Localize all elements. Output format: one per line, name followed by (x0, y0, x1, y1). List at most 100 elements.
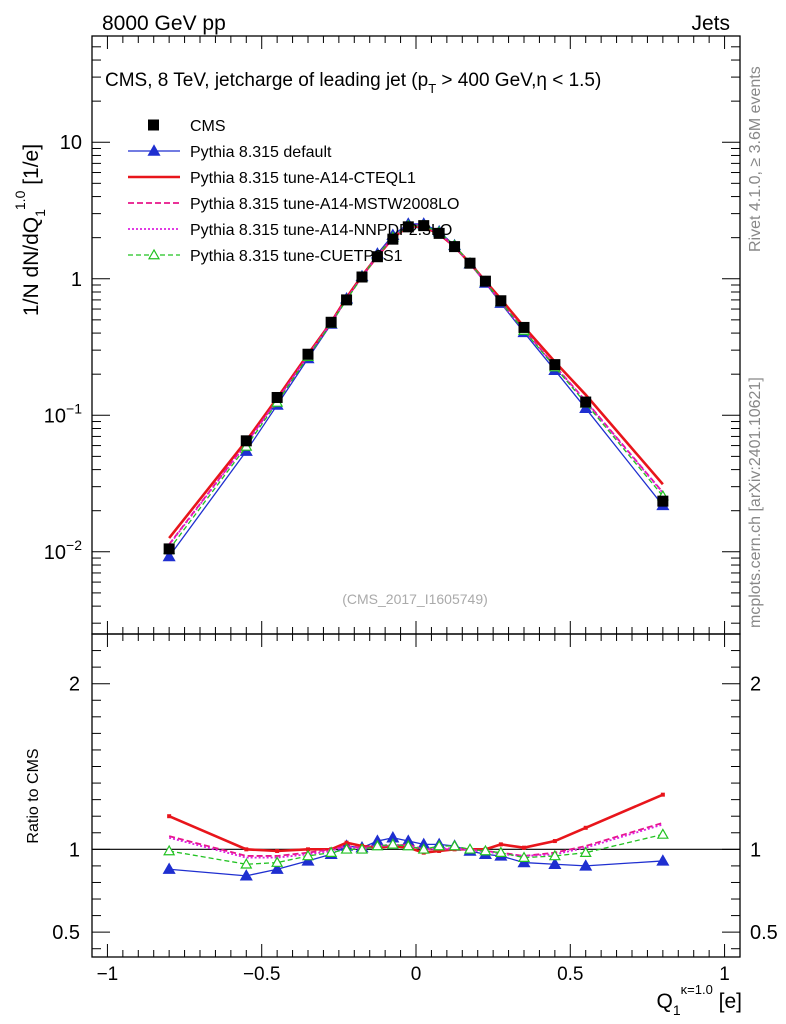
ratio-tick-label-right: 1 (750, 839, 761, 861)
analysis-id: (CMS_2017_I1605749) (342, 591, 488, 607)
data-point (479, 275, 491, 287)
axis-ticks (92, 35, 740, 957)
ratio-line-1 (168, 793, 664, 854)
ratio-point-4 (325, 846, 338, 857)
ratio-tick-label: 1 (69, 839, 80, 861)
legend-label: Pythia 8.315 default (190, 144, 332, 161)
ratio-axis-label: Ratio to CMS (25, 748, 42, 843)
legend-label: Pythia 8.315 tune-A14-MSTW2008LO (190, 196, 459, 213)
data-point (549, 359, 561, 371)
series-point-0 (579, 401, 593, 414)
ratio-point-0 (656, 854, 670, 866)
data-point (657, 495, 669, 507)
legend-label: Pythia 8.315 tune-A14-CTEQL1 (190, 170, 416, 187)
x-tick-label: 0 (411, 964, 422, 985)
ratio-point-1 (306, 847, 310, 852)
ratio-point-1 (244, 847, 249, 852)
data-point (371, 251, 383, 263)
y-tick-label: 10−2 (44, 537, 82, 564)
ratio-tick-label-right: 0.5 (750, 922, 778, 944)
ratio-point-4 (479, 844, 492, 856)
ratio-point-4 (371, 839, 384, 851)
ratio-point-4 (163, 844, 176, 856)
data-point (387, 233, 399, 245)
ratio-point-0 (239, 869, 253, 881)
ratio-point-4 (463, 843, 477, 854)
ratio-tick-label-right: 2 (750, 674, 761, 696)
y-axis-label: 1/N dN/dQ11.0 [1/e] (12, 144, 48, 316)
ratio-point-1 (522, 845, 526, 850)
data-point (464, 257, 476, 269)
ratio-point-4 (517, 851, 531, 862)
data-point (449, 241, 461, 253)
legend-label: CMS (190, 118, 226, 135)
ratio-point-0 (162, 862, 176, 874)
data-point (433, 227, 445, 239)
ratio-point-4 (417, 843, 430, 854)
data-point (240, 435, 252, 447)
ratio-point-1 (660, 792, 665, 797)
ratio-point-4 (579, 846, 592, 857)
legend-label: Pythia 8.315 tune-A14-NNPDF2.3LO (190, 222, 452, 239)
x-axis-label: Q1κ=1.0 [e] (657, 982, 743, 1018)
cms-data-points (163, 220, 669, 555)
legend-marker (147, 248, 161, 260)
ratio-point-4 (548, 849, 561, 861)
data-point (163, 543, 175, 555)
ratio-point-0 (548, 857, 562, 869)
y-tick-label: 1 (71, 269, 82, 291)
ratio-point-4 (494, 846, 507, 857)
ratio-point-4 (448, 839, 461, 851)
ratio-panel-frame (91, 633, 741, 958)
ratio-tick-label: 2 (69, 674, 80, 696)
energy-label: 8000 GeV pp (102, 12, 226, 35)
x-tick-label: 0.5 (557, 964, 583, 985)
legend-label: Pythia 8.315 tune-CUETP8S1 (190, 248, 403, 265)
ratio-point-4 (271, 856, 284, 867)
data-point (402, 221, 414, 233)
ratio-point-0 (579, 859, 593, 871)
ratio-line-3 (168, 823, 664, 859)
ratio-point-1 (437, 848, 442, 853)
legend-marker-cms (148, 119, 159, 131)
data-point (325, 316, 337, 328)
ratio-point-4 (355, 843, 369, 854)
ratio-point-0 (270, 862, 284, 874)
data-point (418, 220, 430, 232)
ratio-point-4 (402, 839, 415, 851)
data-point (341, 294, 353, 306)
y-tick-label: 10−1 (44, 400, 82, 427)
data-point (271, 391, 283, 403)
ratio-tick-label: 0.5 (52, 922, 80, 944)
series-line-2 (168, 224, 664, 545)
series-line-1 (168, 224, 664, 539)
ratio-point-1 (498, 842, 503, 847)
x-tick-label: −0.5 (243, 964, 281, 985)
mcplots-label: mcplots.cern.ch [arXiv:2401.10621] (747, 377, 764, 628)
ratio-point-4 (656, 828, 669, 839)
ratio-point-4 (340, 843, 353, 854)
legend-marker (147, 144, 161, 156)
tick-labels: −1 −0.5 0 0.5 1 10−2 10−1 1 10 0.5 0.5 1 1 2 2 (44, 132, 778, 985)
legend: CMS Pythia 8.315 default Pythia 8.315 tune… (128, 118, 459, 265)
ratio-point-4 (240, 858, 253, 869)
ratio-point-1 (344, 840, 349, 845)
data-point (495, 295, 507, 307)
ratio-point-1 (552, 839, 557, 844)
rivet-label: Rivet 4.1.0, ≥ 3.6M events (747, 66, 764, 252)
series-point-0 (162, 549, 176, 562)
ratio-point-4 (386, 838, 399, 849)
ratio-series (162, 792, 670, 881)
x-tick-label: 1 (719, 964, 730, 985)
data-point (518, 321, 530, 333)
data-point (356, 271, 368, 283)
ratio-point-4 (433, 839, 446, 851)
ratio-point-1 (583, 825, 588, 830)
series-line-3 (168, 224, 664, 546)
x-tick-label: −1 (97, 964, 119, 985)
ratio-line-4 (169, 833, 664, 865)
ratio-point-4 (301, 849, 315, 861)
data-point (580, 396, 592, 408)
y-tick-label: 10 (60, 132, 82, 154)
